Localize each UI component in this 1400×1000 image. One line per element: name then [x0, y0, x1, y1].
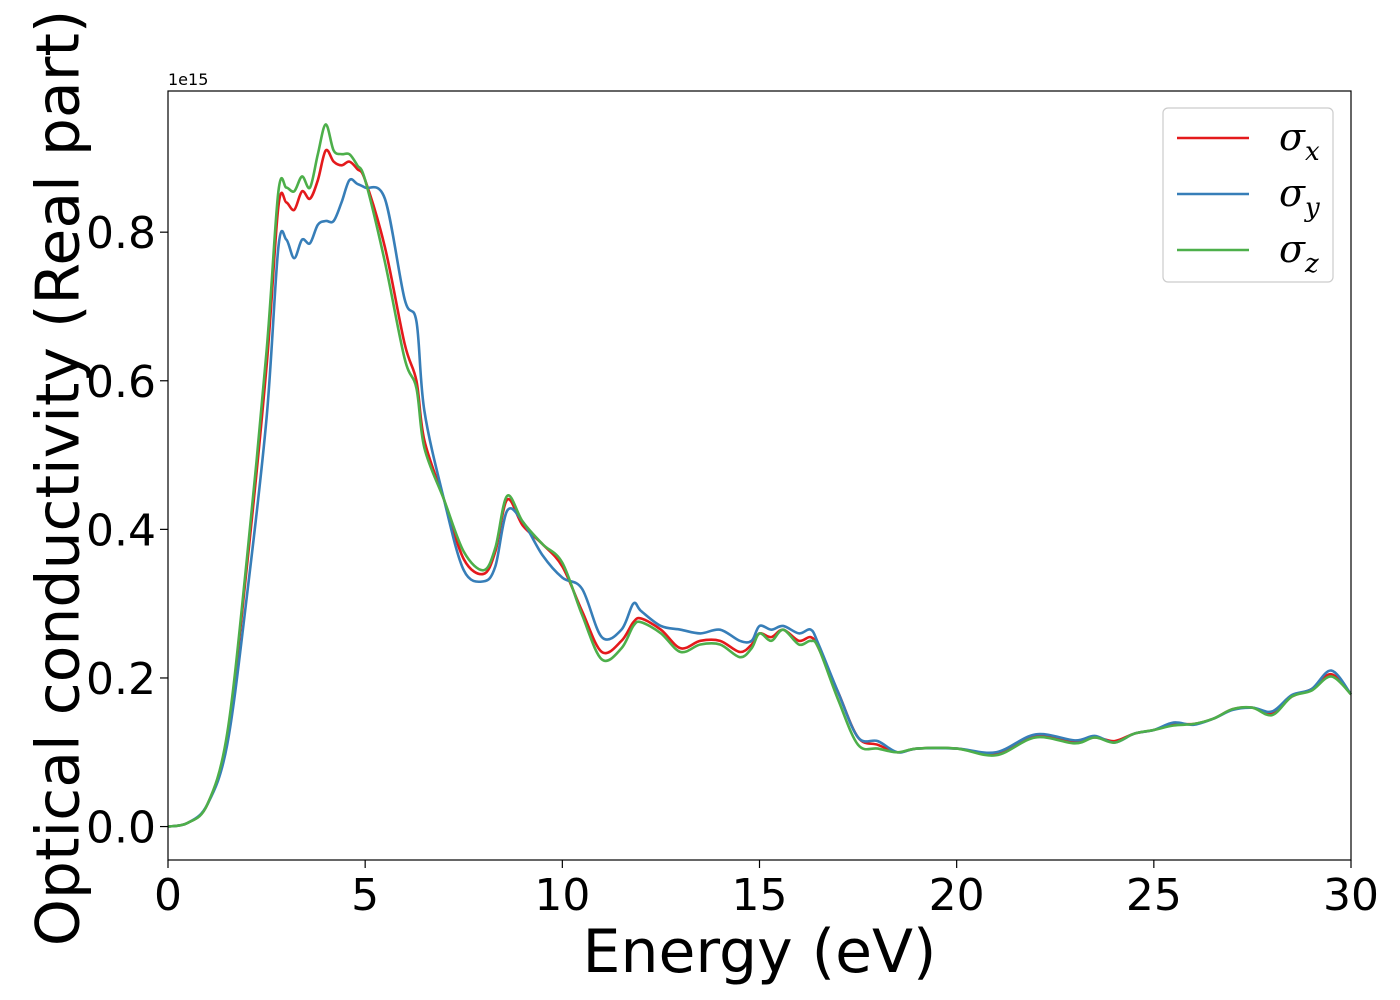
series-layer	[167, 123, 1353, 828]
y-tick-label: 0.0	[86, 803, 156, 854]
x-tick-label: 0	[154, 870, 182, 921]
series-line-1	[167, 148, 1352, 828]
y-offset-label: 1e15	[168, 70, 208, 89]
legend-label: σx	[1279, 115, 1320, 167]
x-tick-label: 25	[1126, 870, 1182, 921]
x-tick-label: 15	[732, 870, 788, 921]
y-tick-label: 0.4	[86, 505, 156, 556]
legend-label: σy	[1279, 171, 1320, 223]
y-tick-label: 0.8	[86, 208, 156, 259]
y-ticks: 0.0 0.2 0.4 0.6 0.8	[86, 208, 168, 854]
x-tick-label: 20	[929, 870, 985, 921]
x-axis-label: Energy (eV)	[583, 917, 937, 987]
series-line-3	[167, 123, 1352, 828]
x-tick-label: 30	[1323, 870, 1379, 921]
x-tick-label: 10	[534, 870, 590, 921]
y-axis-label: Optical conductivity (Real part)	[24, 10, 94, 947]
x-tick-label: 5	[351, 870, 379, 921]
legend-label: σz	[1279, 227, 1319, 279]
y-tick-label: 0.2	[86, 654, 156, 705]
y-tick-label: 0.6	[86, 357, 156, 408]
x-ticks: 0 5 10 15 20 25 30	[154, 860, 1379, 921]
